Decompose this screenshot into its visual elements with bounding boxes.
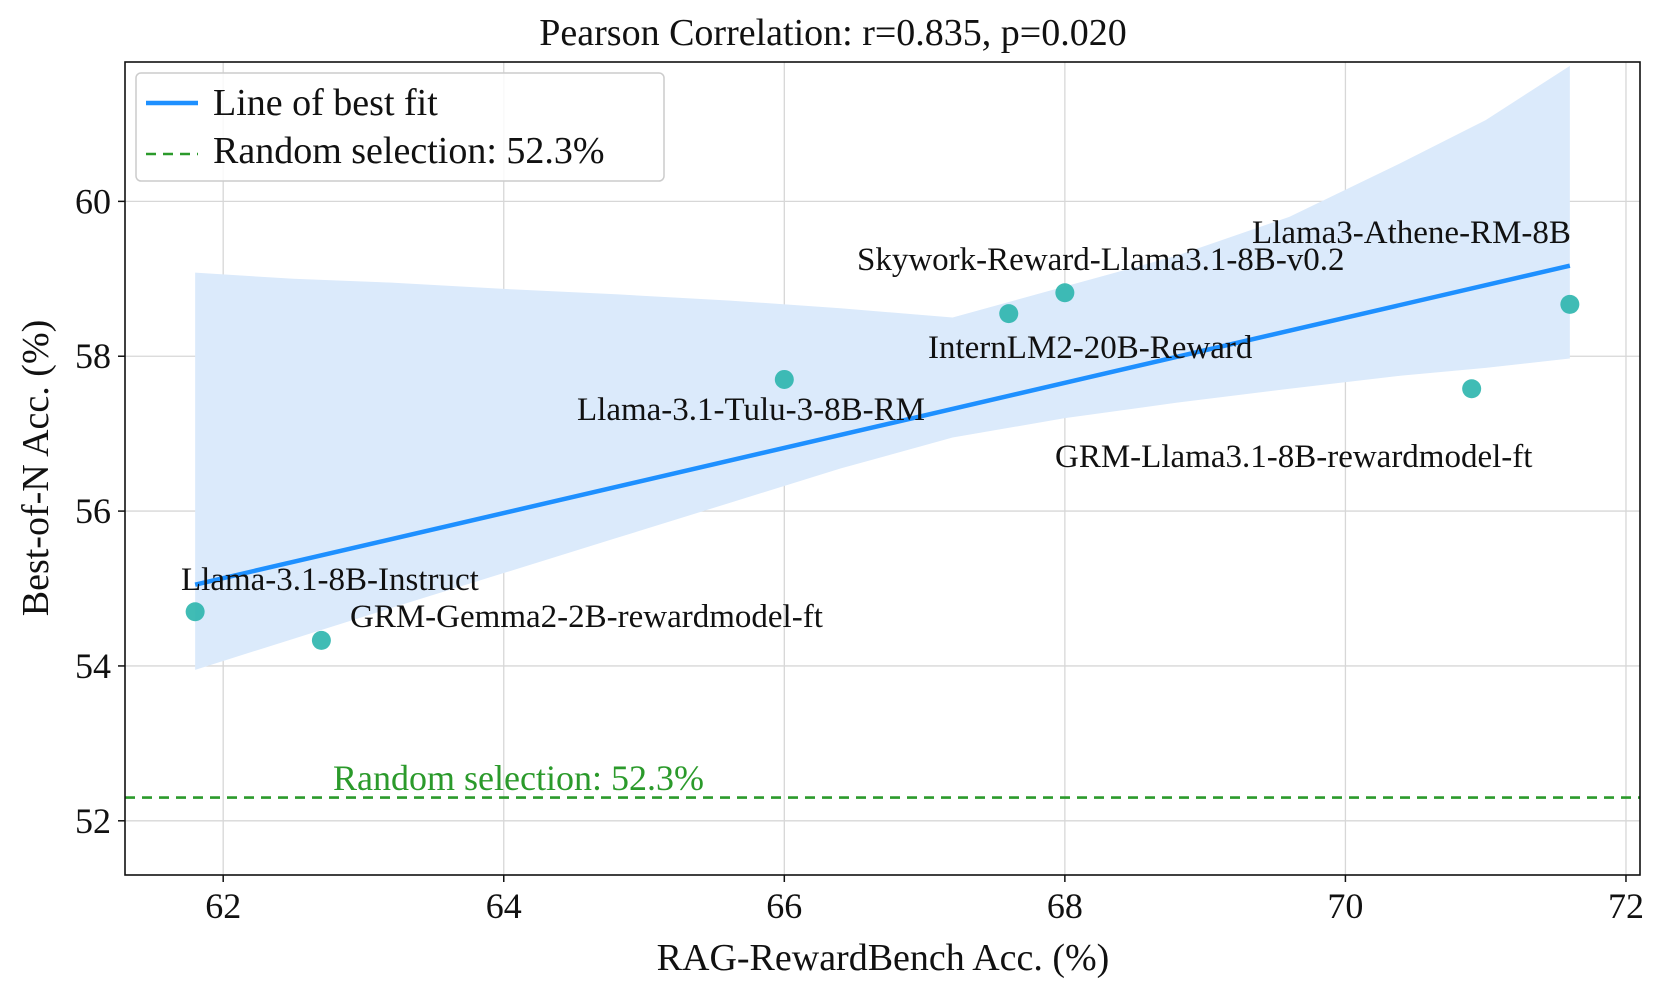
- x-ticks: 62 64 66 68 70 72: [205, 875, 1644, 926]
- y-tick-label-60: 60: [75, 181, 111, 221]
- chart-title: Pearson Correlation: r=0.835, p=0.020: [539, 12, 1126, 54]
- data-point-1: [311, 630, 331, 650]
- legend-fit-label: Line of best fit: [213, 82, 438, 124]
- legend-box: [135, 72, 665, 182]
- plot-frame: [124, 61, 1641, 876]
- x-tick-label-68: 68: [1047, 886, 1083, 926]
- x-axis-label: RAG-RewardBench Acc. (%): [657, 937, 1110, 979]
- random-selection-label: Random selection: 52.3%: [333, 758, 704, 798]
- confidence-band: [195, 65, 1570, 670]
- x-tick-label-64: 64: [486, 886, 522, 926]
- point-label-4: Skywork-Reward-Llama3.1-8B-v0.2: [857, 242, 1345, 278]
- data-point-2: [774, 369, 794, 389]
- y-ticks: 52 54 56 58 60: [75, 181, 125, 841]
- point-label-5: GRM-Llama3.1-8B-rewardmodel-ft: [1055, 439, 1532, 475]
- point-label-3: InternLM2-20B-Reward: [928, 330, 1253, 366]
- best-fit-line: [194, 263, 1571, 587]
- data-point-6: [1560, 294, 1580, 314]
- y-axis-label: Best-of-N Acc. (%): [15, 320, 57, 617]
- data-point-3: [999, 304, 1019, 324]
- x-tick-label-62: 62: [205, 886, 241, 926]
- x-tick-label-72: 72: [1608, 886, 1644, 926]
- x-tick-label-66: 66: [766, 886, 802, 926]
- data-point-0: [185, 602, 205, 622]
- point-labels-layer: Llama-3.1-8B-InstructGRM-Gemma2-2B-rewar…: [181, 215, 1571, 635]
- y-tick-label-58: 58: [75, 336, 111, 376]
- legend-baseline-label: Random selection: 52.3%: [213, 130, 605, 172]
- data-point-4: [1055, 283, 1075, 303]
- y-tick-label-56: 56: [75, 491, 111, 531]
- x-tick-label-70: 70: [1327, 886, 1363, 926]
- point-label-0: Llama-3.1-8B-Instruct: [181, 562, 479, 598]
- legend: Line of best fit Random selection: 52.3%: [135, 72, 665, 182]
- y-tick-label-52: 52: [75, 801, 111, 841]
- points-layer: [185, 283, 1580, 650]
- point-label-2: Llama-3.1-Tulu-3-8B-RM: [577, 392, 925, 428]
- point-label-6: Llama3-Athene-RM-8B: [1252, 215, 1571, 251]
- data-point-5: [1462, 379, 1482, 399]
- y-tick-label-54: 54: [75, 646, 111, 686]
- point-label-1: GRM-Gemma2-2B-rewardmodel-ft: [350, 599, 823, 635]
